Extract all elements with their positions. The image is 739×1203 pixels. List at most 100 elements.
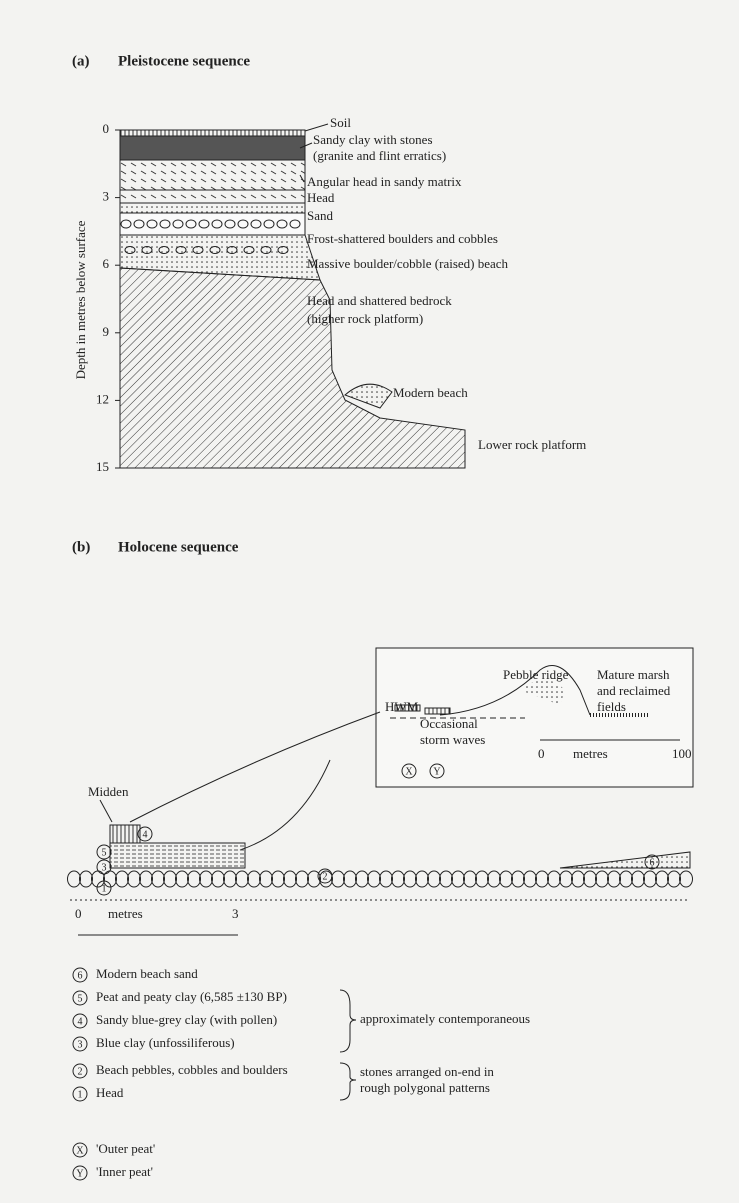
cobble [583,870,597,888]
boulder [159,219,171,229]
cobble [235,870,249,888]
label: HWM [385,699,419,714]
brace [339,989,357,1053]
number: 3 [102,862,107,873]
cobble [115,870,129,888]
cobble [499,870,513,888]
label: Modern beach [393,385,468,400]
legend-number: 1 [78,1089,83,1100]
arrow [239,759,331,851]
pebble-ridge [520,680,565,705]
tick-label: 3 [103,189,110,204]
label: (granite and flint erratics) [313,148,446,163]
label: Massive boulder/cobble (raised) beach [307,256,509,271]
brace [339,1062,357,1101]
label: metres [573,746,608,761]
boulders [120,219,301,254]
cobble [199,870,213,888]
label: Occasional [420,716,478,731]
number: 2 [323,871,328,882]
boulder [237,219,249,229]
leaders [299,123,329,183]
cobble [487,870,501,888]
label: (higher rock platform) [307,311,423,326]
cobble [127,870,141,888]
legend-text: Peat and peaty clay (6,585 ±130 BP) [96,989,287,1004]
boulder [185,219,197,229]
symbol-ring [429,763,445,779]
blue-clay [109,842,246,869]
cobble [631,870,645,888]
cobble [511,870,525,888]
profile [439,665,591,716]
label: 100 [672,746,692,761]
boulder [172,219,184,229]
label: Mature marsh [597,667,670,682]
legend-symbol: X [76,1145,84,1156]
legend-ring [72,990,88,1006]
panel-title: Pleistocene sequence [118,53,250,69]
panel-title: Holocene sequence [118,539,239,555]
symbol-ring [401,763,417,779]
cobble [607,870,621,888]
symbol: X [405,766,413,777]
cobble [559,870,573,888]
cobble [283,870,297,888]
depth-ticks: 0 3 6 9 12 15 [96,121,120,474]
legend-number: 6 [78,970,83,981]
cobble [523,870,537,888]
boulder [289,219,301,229]
cobble [403,870,417,888]
number: 1 [102,883,107,894]
boulder [224,219,236,229]
cobble [619,870,633,888]
legend-ring [72,1165,88,1181]
boulder [133,219,145,229]
label: Pebble ridge [503,667,569,682]
legend-text: Blue clay (unfossiliferous) [96,1035,235,1050]
leader [99,799,113,823]
beach-sand [559,851,691,869]
cobbles [67,870,693,888]
legend-ring [72,1013,88,1029]
boulder [146,219,158,229]
cobble [655,870,669,888]
modern-beach [344,383,393,409]
boulder [192,246,204,254]
label: metres [108,906,143,921]
label: Angular head in sandy matrix [307,174,462,189]
number: 6 [650,857,655,868]
cobble [67,870,81,888]
tick-label: 9 [103,324,110,339]
axis-label: Depth in metres below surface [73,220,88,379]
legend-text: 'Outer peat' [96,1141,155,1156]
boulder [277,246,289,254]
cobble [679,870,693,888]
label: Head [307,190,335,205]
label: Sand [307,208,334,223]
symbol: Y [433,766,440,777]
legend-ring [72,1086,88,1102]
cobble [475,870,489,888]
boulder [141,246,153,254]
legend-number: 2 [78,1066,83,1077]
cobble [163,870,177,888]
cobble [427,870,441,888]
boulder [124,246,136,254]
layer-numbers: 4 5 3 2 1 6 [96,826,660,896]
soil [119,129,306,137]
label: and reclaimed [597,683,671,698]
angular-head [119,159,306,191]
tick-label: 0 [103,121,110,136]
legend-ring [72,1036,88,1052]
cobble [643,870,657,888]
cobble [319,870,333,888]
cobble [367,870,381,888]
boulder [260,246,272,254]
boulder [120,219,132,229]
boulder [198,219,210,229]
cobble [547,870,561,888]
tick-label: 15 [96,459,109,474]
boulder [226,246,238,254]
cobble [259,870,273,888]
